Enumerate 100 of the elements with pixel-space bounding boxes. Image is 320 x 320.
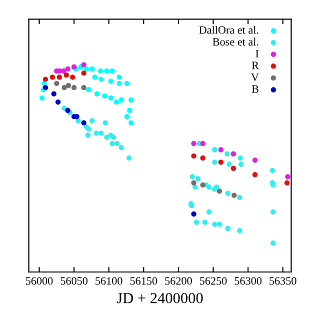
point bbox=[110, 140, 115, 146]
point bbox=[124, 80, 130, 86]
point bbox=[232, 192, 237, 198]
point bbox=[224, 151, 230, 156]
point bbox=[102, 120, 108, 126]
point bbox=[86, 87, 92, 92]
x-axis-title: JD + 2400000 bbox=[116, 292, 203, 304]
point bbox=[195, 176, 201, 182]
legend-label: I bbox=[256, 50, 259, 58]
point bbox=[71, 64, 77, 70]
x-tick-label: 56300 bbox=[234, 277, 262, 285]
point bbox=[190, 174, 195, 180]
point bbox=[118, 97, 124, 103]
point bbox=[86, 126, 92, 132]
point bbox=[216, 188, 222, 194]
point bbox=[252, 158, 258, 163]
point bbox=[42, 76, 48, 82]
point bbox=[191, 140, 196, 146]
point bbox=[39, 95, 45, 101]
point bbox=[191, 211, 196, 217]
legend-label: V bbox=[251, 74, 259, 82]
point bbox=[238, 155, 243, 161]
x-tick-label: 56250 bbox=[200, 277, 227, 285]
legend-label: R bbox=[252, 62, 259, 70]
point bbox=[110, 68, 115, 74]
point bbox=[102, 93, 108, 98]
point bbox=[124, 114, 130, 120]
point bbox=[218, 160, 224, 165]
point bbox=[225, 190, 230, 196]
point bbox=[206, 184, 212, 190]
point bbox=[81, 84, 86, 90]
point bbox=[114, 99, 120, 105]
x-tick-label: 56100 bbox=[96, 277, 122, 285]
point bbox=[200, 182, 206, 188]
point bbox=[212, 147, 218, 152]
point bbox=[212, 160, 218, 165]
point bbox=[218, 147, 224, 152]
point bbox=[237, 194, 242, 200]
point bbox=[92, 74, 98, 80]
point bbox=[108, 95, 114, 101]
point bbox=[128, 120, 134, 126]
point bbox=[81, 120, 86, 126]
point bbox=[270, 209, 276, 215]
point bbox=[192, 184, 198, 190]
point bbox=[65, 66, 70, 72]
x-tick-label: 56200 bbox=[165, 277, 192, 285]
point bbox=[94, 91, 100, 96]
point bbox=[216, 222, 222, 227]
point bbox=[270, 168, 276, 174]
point bbox=[128, 97, 134, 103]
point bbox=[81, 70, 86, 76]
x-tick-label: 56050 bbox=[60, 277, 88, 285]
point bbox=[200, 155, 206, 161]
point bbox=[50, 74, 56, 80]
point bbox=[90, 66, 95, 72]
x-tick-label: 56150 bbox=[130, 277, 158, 285]
point bbox=[104, 68, 110, 74]
legend-label: Bose et al. bbox=[212, 38, 258, 46]
x-tick-label: 56350 bbox=[270, 277, 296, 285]
legend-label: DallOra et al. bbox=[199, 26, 258, 34]
point bbox=[90, 118, 95, 124]
point bbox=[65, 108, 70, 113]
point bbox=[212, 186, 218, 192]
point bbox=[230, 151, 236, 156]
point bbox=[202, 220, 208, 225]
point bbox=[238, 162, 244, 167]
point bbox=[61, 68, 66, 74]
point bbox=[191, 153, 196, 159]
point bbox=[64, 72, 69, 78]
point bbox=[194, 220, 200, 225]
point bbox=[51, 91, 56, 96]
point bbox=[108, 78, 114, 84]
point bbox=[225, 226, 230, 232]
point bbox=[116, 80, 122, 86]
point bbox=[98, 130, 104, 136]
point bbox=[54, 80, 60, 86]
point bbox=[62, 84, 67, 90]
point bbox=[226, 162, 232, 167]
point bbox=[76, 118, 81, 124]
point bbox=[126, 155, 132, 161]
point bbox=[212, 222, 218, 227]
point bbox=[84, 66, 90, 72]
point bbox=[200, 140, 206, 146]
legend-label: B bbox=[252, 85, 258, 93]
point bbox=[237, 228, 242, 234]
point bbox=[85, 132, 91, 138]
point bbox=[98, 68, 104, 74]
point bbox=[98, 76, 104, 82]
point bbox=[55, 99, 61, 105]
point bbox=[118, 145, 124, 150]
point bbox=[284, 180, 290, 186]
point bbox=[42, 84, 48, 90]
x-tick-label: 56000 bbox=[26, 277, 53, 285]
point bbox=[70, 74, 76, 80]
point bbox=[114, 140, 120, 146]
point bbox=[104, 134, 110, 140]
point bbox=[191, 180, 196, 186]
point bbox=[252, 172, 258, 178]
point bbox=[270, 240, 276, 246]
point bbox=[206, 209, 212, 215]
